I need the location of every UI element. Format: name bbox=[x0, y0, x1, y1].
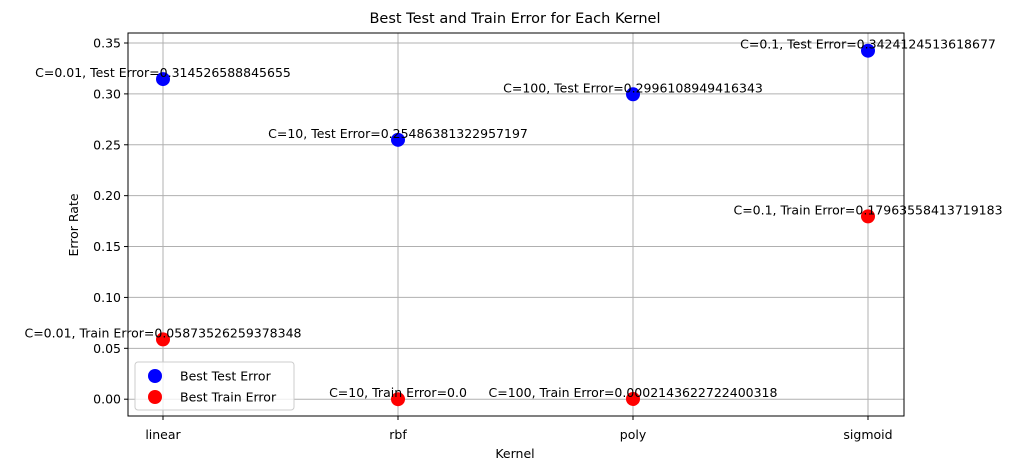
legend-label: Best Test Error bbox=[180, 369, 272, 384]
annotations: C=0.01, Test Error=0.314526588845655 C=10… bbox=[24, 37, 1002, 400]
y-tick-label: 0.25 bbox=[93, 137, 121, 152]
test-error-point bbox=[861, 43, 875, 58]
legend: Best Test Error Best Train Error bbox=[134, 361, 295, 411]
x-tick-label: sigmoid bbox=[843, 427, 892, 442]
test-error-point bbox=[156, 72, 170, 87]
y-tick-label: 0.30 bbox=[93, 86, 121, 101]
test-error-point bbox=[391, 132, 405, 147]
train-error-point bbox=[391, 392, 405, 407]
test-error-annotation: C=100, Test Error=0.2996108949416343 bbox=[503, 80, 763, 95]
axes: linear rbf poly sigmoid 0.00 0.05 0.10 0.15 0.20… bbox=[93, 32, 905, 442]
y-tick-label: 0.00 bbox=[93, 392, 121, 407]
legend-box bbox=[134, 361, 295, 411]
train-error-point bbox=[861, 209, 875, 224]
x-tick-label: rbf bbox=[389, 427, 407, 442]
test-error-annotation: C=0.01, Test Error=0.314526588845655 bbox=[35, 65, 291, 80]
y-tick-label: 0.15 bbox=[93, 239, 121, 254]
x-tick-label: poly bbox=[620, 427, 647, 442]
x-axis-label: Kernel bbox=[495, 446, 534, 461]
legend-marker bbox=[148, 390, 162, 404]
train-error-annotation: C=0.1, Train Error=0.17963558413719183 bbox=[733, 202, 1002, 217]
data-points bbox=[156, 43, 875, 407]
train-error-point bbox=[626, 391, 640, 406]
y-axis-label: Error Rate bbox=[66, 193, 81, 256]
train-error-annotation: C=10, Train Error=0.0 bbox=[329, 385, 467, 400]
chart-title: Best Test and Train Error for Each Kerne… bbox=[369, 11, 660, 27]
legend-marker bbox=[148, 369, 162, 383]
test-error-annotation: C=0.1, Test Error=0.3424124513618677 bbox=[740, 37, 996, 52]
y-tick-label: 0.20 bbox=[93, 188, 121, 203]
test-error-point bbox=[626, 87, 640, 102]
train-error-annotation: C=100, Train Error=0.0002143622722400318 bbox=[489, 385, 778, 400]
plot-frame bbox=[127, 32, 905, 417]
train-error-annotation: C=0.01, Train Error=0.05873526259378348 bbox=[24, 325, 301, 340]
train-error-point bbox=[156, 332, 170, 347]
test-error-annotation: C=10, Test Error=0.25486381322957197 bbox=[268, 126, 528, 141]
y-tick-label: 0.10 bbox=[93, 290, 121, 305]
x-tick-label: linear bbox=[145, 427, 181, 442]
y-tick-label: 0.35 bbox=[93, 36, 121, 51]
legend-label: Best Train Error bbox=[180, 390, 277, 405]
y-tick-label: 0.05 bbox=[93, 341, 121, 356]
